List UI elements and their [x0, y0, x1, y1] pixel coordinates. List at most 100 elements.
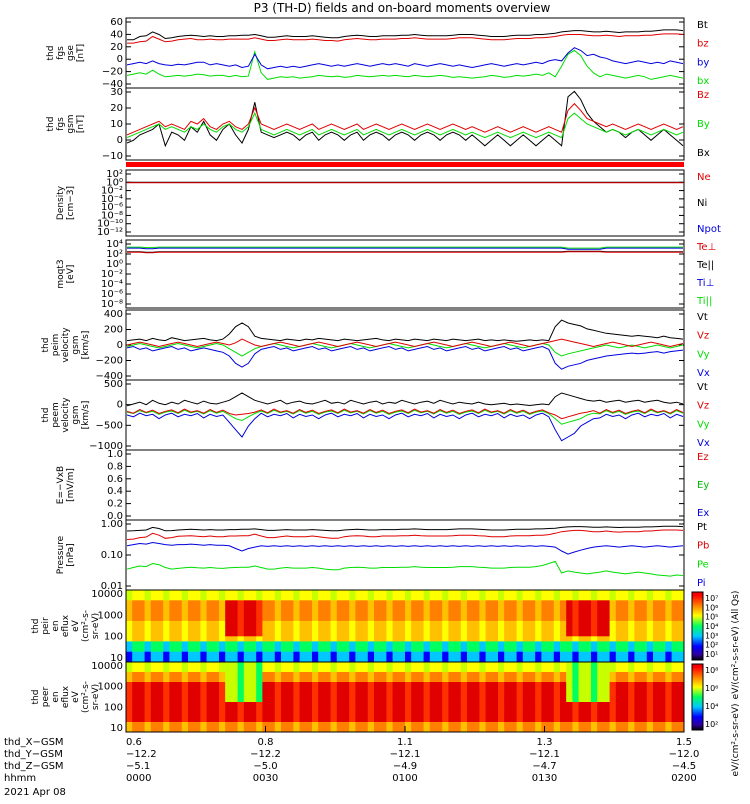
panel-10-heat-cell — [386, 662, 394, 668]
panel-10-heat-cell — [535, 707, 542, 713]
panel-9-heat-cell — [640, 615, 648, 622]
panel-10-heat-cell — [442, 677, 449, 683]
panel-10-heat-cell — [479, 707, 487, 713]
panel-9-heat-cell — [578, 631, 586, 637]
panel-9-heat-cell — [553, 626, 561, 632]
panel-9-heat-cell — [529, 631, 536, 637]
panel-9-heat-cell — [305, 615, 313, 622]
panel-10-heat-cell — [380, 692, 387, 698]
panel-10-heat-cell — [628, 717, 635, 723]
panel-9-heat-cell — [541, 641, 549, 647]
panel-10-heat-cell — [305, 687, 313, 693]
panel-9-heat-cell — [150, 656, 158, 663]
panel-9-heat-cell — [436, 656, 443, 663]
panel-9-heat-cell — [212, 600, 220, 606]
panel-9-heat-cell — [355, 620, 363, 627]
panel-9-heat-cell — [380, 620, 387, 627]
panel-9-heat-cell — [386, 590, 394, 596]
panel-10-heat-cell — [566, 712, 573, 718]
panel-9-heat-cell — [181, 590, 189, 596]
panel-10-heat-cell — [541, 667, 549, 673]
panel-9-heat-cell — [243, 600, 251, 606]
panel-2-ytick-label: 0 — [117, 135, 123, 146]
panel-9-heat-cell — [454, 641, 462, 647]
panel-10-heat-cell — [398, 662, 406, 668]
panel-10-heat-cell — [181, 667, 189, 673]
panel-9-heat-cell — [442, 631, 449, 637]
panel-9-heat-cell — [181, 641, 189, 647]
panel-9-heat-cell — [659, 651, 666, 658]
panel-9-heat-cell — [324, 636, 332, 642]
panel-9-heat-cell — [206, 646, 214, 653]
panel-9-heat-cell — [547, 610, 555, 617]
panel-10-heat-cell — [535, 722, 542, 728]
panel-10-heat-cell — [665, 727, 673, 733]
panel-9-heat-cell — [374, 600, 381, 606]
panel-9-heat-cell — [646, 631, 654, 637]
panel-10-heat-cell — [163, 712, 170, 718]
panel-10-heat-cell — [256, 682, 263, 688]
panel-9-heat-cell — [646, 590, 654, 596]
panel-9-heat-cell — [659, 631, 666, 637]
panel-9-heat-cell — [448, 615, 456, 622]
panel-9-heat-cell — [281, 620, 288, 627]
panel-9-heat-cell — [188, 600, 195, 606]
panel-9-heat-cell — [287, 636, 294, 642]
panel-9-heat-cell — [634, 641, 642, 647]
panel-9-heat-cell — [324, 646, 332, 653]
panel-9-heat-cell — [510, 590, 518, 596]
panel-10-heat-cell — [578, 662, 586, 668]
panel-10-heat-cell — [305, 702, 313, 708]
panel-9-heat-cell — [343, 631, 350, 637]
panel-10-heat-cell — [237, 667, 245, 673]
panel-9-heat-cell — [529, 641, 536, 647]
panel-10-heat-cell — [138, 712, 146, 718]
panel-9-heat-cell — [355, 641, 363, 647]
panel-10-heat-cell — [231, 722, 239, 728]
panel-9-ytick-label: 10000 — [91, 589, 123, 600]
panel-9-heat-cell — [516, 641, 524, 647]
panel-5-ytick-label: 0 — [117, 340, 123, 351]
panel-9-heat-cell — [163, 651, 170, 658]
panel-10-heat-cell — [374, 687, 381, 693]
panel-10-heat-cell — [473, 662, 480, 668]
panel-10-heat-cell — [541, 677, 549, 683]
panel-10-heat-cell — [622, 707, 629, 713]
panel-10-heat-cell — [212, 662, 220, 668]
panel-10-heat-cell — [485, 727, 493, 733]
panel-10-heat-cell — [349, 717, 356, 723]
panel-10-heat-cell — [281, 697, 288, 703]
panel-9-heat-cell — [231, 595, 239, 601]
panel-10-heat-cell — [677, 697, 685, 703]
panel-10-heat-cell — [628, 727, 635, 733]
panel-10-heat-cell — [498, 707, 505, 713]
panel-9-heat-cell — [200, 595, 208, 601]
panel-9-heat-cell — [566, 590, 573, 596]
panel-10-heat-cell — [491, 682, 499, 688]
panel-10-heat-cell — [324, 692, 332, 698]
panel-9-heat-cell — [144, 646, 152, 653]
panel-9-heat-cell — [268, 610, 276, 617]
panel-10-heat-cell — [535, 712, 542, 718]
panel-9-heat-cell — [318, 631, 325, 637]
panel-9-heat-cell — [603, 605, 611, 611]
panel-9-heat-cell — [287, 626, 294, 632]
panel-9-heat-cell — [398, 615, 406, 622]
panel-10-heat-cell — [355, 712, 363, 718]
panel-10-heat-cell — [653, 667, 660, 673]
panel-9-heat-cell — [454, 656, 462, 663]
panel-10-heat-cell — [181, 717, 189, 723]
panel-9-heat-cell — [343, 615, 350, 622]
panel-10-heat-cell — [262, 702, 270, 708]
panel-10-heat-cell — [572, 717, 580, 723]
panel-9-heat-cell — [491, 651, 499, 658]
panel-10-heat-cell — [374, 672, 381, 678]
panel-9-heat-cell — [603, 595, 611, 601]
panel-9-heat-cell — [628, 646, 635, 653]
panel-3-ytick-label: 10² — [106, 169, 123, 180]
panel-9-heat-cell — [380, 651, 387, 658]
panel-10-heat-cell — [436, 722, 443, 728]
panel-10-heat-cell — [448, 707, 456, 713]
panel-9-heat-cell — [305, 651, 313, 658]
panel-9-heat-cell — [138, 605, 146, 611]
